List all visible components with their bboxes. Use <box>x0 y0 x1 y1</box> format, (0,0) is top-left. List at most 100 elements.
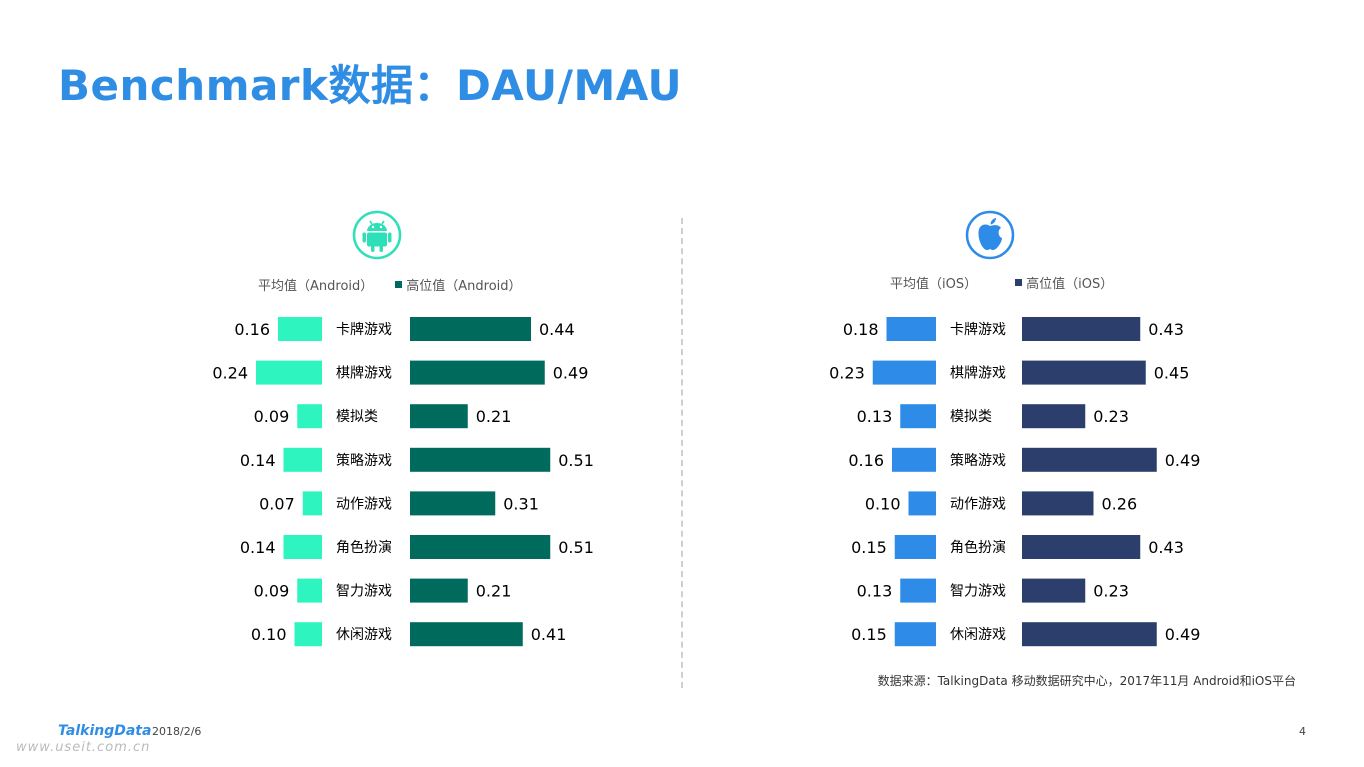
android-high-bar <box>410 404 468 429</box>
ios-legend: 平均值（iOS） 高位值（iOS） <box>890 273 1113 292</box>
ios-avg-bar <box>872 360 936 385</box>
ios-avg-label: 0.16 <box>848 451 884 470</box>
footer-date: 2018/2/6 <box>152 725 202 738</box>
ios-avg-label: 0.13 <box>857 582 893 601</box>
android-avg-label: 0.24 <box>212 364 248 383</box>
android-avg-bar <box>283 447 322 472</box>
android-category-label: 休闲游戏 <box>336 627 392 643</box>
android-high-label: 0.51 <box>558 451 594 470</box>
ios-row: 0.13 智力游戏 0.23 <box>857 578 1129 603</box>
apple-icon <box>965 210 1015 260</box>
android-row: 0.09 模拟类 0.21 <box>254 404 512 429</box>
android-row: 0.10 休闲游戏 0.41 <box>251 622 567 647</box>
ios-high-label: 0.23 <box>1093 582 1129 601</box>
ios-category-label: 策略游戏 <box>950 452 1006 469</box>
android-row: 0.14 角色扮演 0.51 <box>240 535 594 559</box>
ios-high-label: 0.23 <box>1093 407 1129 426</box>
android-icon <box>352 210 402 260</box>
ios-high-label: 0.45 <box>1154 364 1190 383</box>
ios-category-label: 角色扮演 <box>950 539 1006 556</box>
ios-avg-bar <box>908 491 936 516</box>
ios-high-label: 0.43 <box>1148 538 1184 557</box>
android-high-label: 0.41 <box>531 625 567 644</box>
legend-swatch-high-ios <box>1015 279 1023 286</box>
ios-row: 0.10 动作游戏 0.26 <box>865 491 1138 516</box>
android-avg-bar <box>256 360 322 385</box>
ios-high-bar <box>1022 535 1141 559</box>
android-high-label: 0.49 <box>553 364 589 383</box>
ios-avg-bar <box>894 622 936 647</box>
android-category-label: 智力游戏 <box>336 584 392 600</box>
android-category-label: 角色扮演 <box>336 539 392 556</box>
android-high-label: 0.21 <box>476 582 512 601</box>
android-high-label: 0.31 <box>503 494 539 513</box>
android-avg-bar <box>302 491 322 516</box>
ios-high-label: 0.26 <box>1102 494 1138 513</box>
ios-high-bar <box>1022 491 1094 516</box>
ios-high-bar <box>1022 622 1157 647</box>
footer-logo: TalkingData <box>58 723 152 739</box>
ios-high-bar <box>1022 578 1086 603</box>
ios-avg-label: 0.13 <box>857 407 893 426</box>
ios-category-label: 模拟类 <box>950 409 992 425</box>
android-avg-bar <box>294 622 322 647</box>
android-avg-label: 0.14 <box>240 451 276 470</box>
page-number: 4 <box>1299 725 1306 738</box>
ios-category-label: 卡牌游戏 <box>950 321 1006 338</box>
ios-row: 0.13 模拟类 0.23 <box>857 404 1129 429</box>
ios-avg-bar <box>886 317 936 341</box>
android-avg-label: 0.09 <box>254 407 290 426</box>
android-row: 0.24 棋牌游戏 0.49 <box>212 360 589 385</box>
ios-row: 0.16 策略游戏 0.49 <box>848 447 1201 472</box>
ios-avg-label: 0.10 <box>865 494 901 513</box>
android-avg-label: 0.10 <box>251 625 287 644</box>
android-avg-bar <box>283 535 322 559</box>
android-avg-label: 0.09 <box>254 582 290 601</box>
android-avg-label: 0.14 <box>240 538 276 557</box>
android-high-bar <box>410 535 551 559</box>
android-avg-bar <box>278 317 322 341</box>
page-title: Benchmark数据：DAU/MAU <box>58 61 683 110</box>
ios-high-bar <box>1022 447 1157 472</box>
android-category-label: 卡牌游戏 <box>336 321 392 338</box>
android-row: 0.14 策略游戏 0.51 <box>240 447 594 472</box>
android-high-bar <box>410 360 545 385</box>
android-category-label: 动作游戏 <box>336 496 392 512</box>
ios-avg-label: 0.23 <box>829 364 865 383</box>
android-legend: 平均值（Android） 高位值（Android） <box>258 275 522 294</box>
android-high-bar <box>410 317 531 341</box>
ios-high-label: 0.49 <box>1165 451 1201 470</box>
ios-category-label: 智力游戏 <box>950 584 1006 600</box>
android-row: 0.16 卡牌游戏 0.44 <box>234 317 575 341</box>
android-category-label: 棋牌游戏 <box>336 365 392 382</box>
android-high-bar <box>410 447 551 472</box>
ios-avg-bar <box>900 578 936 603</box>
ios-row: 0.23 棋牌游戏 0.45 <box>829 360 1190 385</box>
ios-category-label: 棋牌游戏 <box>950 365 1006 382</box>
ios-high-bar <box>1022 404 1086 429</box>
ios-avg-label: 0.18 <box>843 320 879 339</box>
android-category-label: 模拟类 <box>336 409 378 425</box>
ios-row: 0.15 休闲游戏 0.49 <box>851 622 1201 647</box>
ios-high-label: 0.43 <box>1148 320 1184 339</box>
ios-row: 0.18 卡牌游戏 0.43 <box>843 317 1184 341</box>
ios-category-label: 动作游戏 <box>950 496 1006 512</box>
ios-avg-bar <box>894 535 936 559</box>
android-row: 0.09 智力游戏 0.21 <box>254 578 512 603</box>
legend-high-android: 高位值（Android） <box>406 279 522 294</box>
android-chart: 0.16 卡牌游戏 0.44 0.24 棋牌游戏 0.49 0.09 模拟类 0.21 0.14 策… <box>212 317 594 647</box>
ios-avg-bar <box>900 404 936 429</box>
ios-row: 0.15 角色扮演 0.43 <box>851 535 1184 559</box>
android-avg-bar <box>297 404 322 429</box>
ios-category-label: 休闲游戏 <box>950 627 1006 643</box>
ios-high-label: 0.49 <box>1165 625 1201 644</box>
android-high-bar <box>410 578 468 603</box>
android-high-label: 0.21 <box>476 407 512 426</box>
ios-avg-label: 0.15 <box>851 538 887 557</box>
android-avg-label: 0.16 <box>234 320 270 339</box>
android-avg-label: 0.07 <box>259 494 295 513</box>
legend-swatch-high-android <box>395 281 403 288</box>
data-source-note: 数据来源：TalkingData 移动数据研究中心，2017年11月 Andro… <box>877 674 1296 688</box>
android-row: 0.07 动作游戏 0.31 <box>259 491 539 516</box>
ios-avg-label: 0.15 <box>851 625 887 644</box>
